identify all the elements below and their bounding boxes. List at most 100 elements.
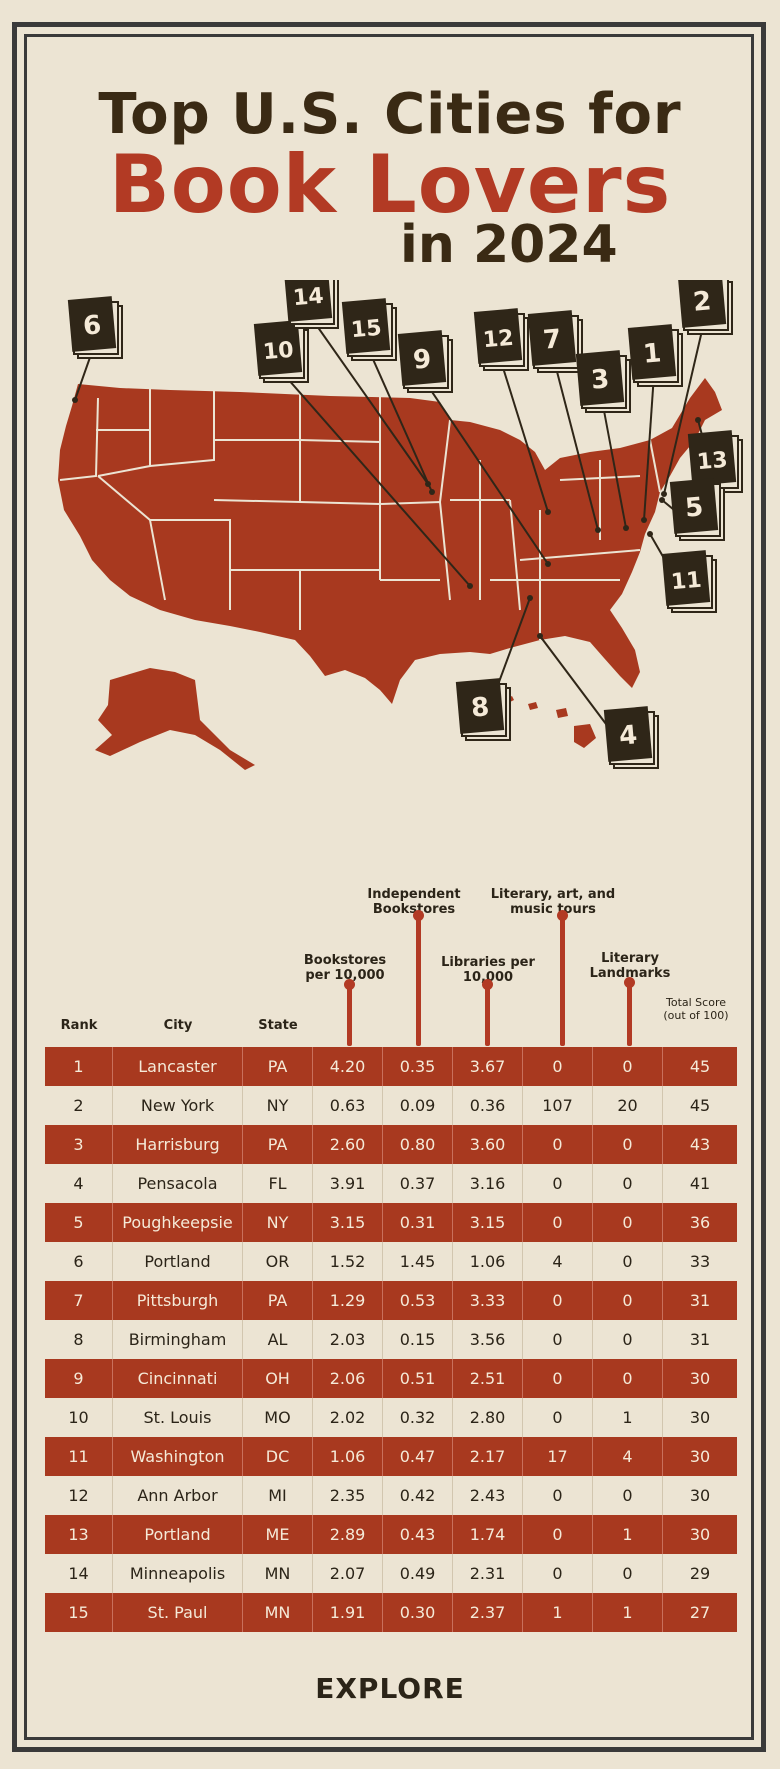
cell-bookstores: 4.20 (313, 1047, 383, 1086)
city-dot (72, 397, 78, 403)
city-dot (661, 491, 667, 497)
header-landmarks: Literary Landmarks (589, 951, 671, 981)
city-dot (537, 633, 543, 639)
city-marker: 14 (283, 280, 431, 487)
contiguous-us-shape (58, 378, 722, 704)
cell-city: Poughkeepsie (113, 1203, 243, 1242)
cell-rank: 8 (45, 1320, 113, 1359)
cell-libraries: 2.43 (453, 1476, 523, 1515)
cell-tours: 0 (523, 1476, 593, 1515)
table-row: 6 Portland OR 1.52 1.45 1.06 4 0 33 (45, 1242, 737, 1281)
explore-logo: EXPLORE (315, 1672, 465, 1705)
book-rank-label: 1 (642, 338, 663, 369)
cell-state: DC (243, 1437, 313, 1476)
cell-total: 30 (689, 1447, 711, 1466)
cell-tours: 0 (523, 1554, 593, 1593)
cell-bookstores: 2.35 (313, 1476, 383, 1515)
cell-independent: 0.09 (383, 1086, 453, 1125)
book-icon (341, 298, 391, 354)
city-marker: 5 (659, 478, 725, 541)
cell-bookstores: 3.91 (313, 1164, 383, 1203)
cell-independent: 0.37 (383, 1164, 453, 1203)
title-line-3: in 2024 (400, 215, 618, 275)
cell-bookstores: 1.29 (313, 1281, 383, 1320)
cell-rank: 14 (45, 1554, 113, 1593)
cell-tours: 0 (523, 1047, 593, 1086)
book-icon (661, 550, 711, 606)
cell-city: Portland (113, 1242, 243, 1281)
book-icon (397, 330, 447, 386)
cell-libraries: 3.33 (453, 1281, 523, 1320)
pole-knob (482, 979, 493, 990)
cell-tours: 17 (523, 1437, 593, 1476)
city-dot (659, 497, 665, 503)
book-icon (67, 296, 117, 352)
cell-rank: 4 (45, 1164, 113, 1203)
book-icon (669, 478, 719, 534)
cell-independent: 0.51 (383, 1359, 453, 1398)
cell-state: PA (243, 1281, 313, 1320)
cell-total: 45 (689, 1096, 711, 1115)
leader-line (279, 369, 471, 587)
cell-independent: 1.45 (383, 1242, 453, 1281)
cell-landmarks: 0 (593, 1164, 663, 1203)
cell-total: 45 (689, 1057, 711, 1076)
header-state: State (258, 1018, 298, 1033)
table-row: 13 Portland ME 2.89 0.43 1.74 0 1 30 (45, 1515, 737, 1554)
book-icon (677, 280, 727, 328)
leader-line (553, 359, 599, 531)
cell-tours: 0 (523, 1515, 593, 1554)
cell-independent: 0.80 (383, 1125, 453, 1164)
city-marker: 6 (67, 296, 123, 403)
cell-total: 30 (689, 1408, 711, 1427)
cell-total: 41 (689, 1174, 711, 1193)
pole-independent (413, 910, 424, 1046)
book-icon (455, 678, 505, 734)
cell-independent: 0.53 (383, 1281, 453, 1320)
leader-line (643, 373, 655, 521)
cell-bookstores: 2.89 (313, 1515, 383, 1554)
cell-rank: 3 (45, 1125, 113, 1164)
book-rank-label: 6 (82, 310, 103, 341)
cell-rank: 7 (45, 1281, 113, 1320)
cell-tours: 4 (523, 1242, 593, 1281)
cell-city: Pensacola (113, 1164, 243, 1203)
table-row: 10 St. Louis MO 2.02 0.32 2.80 0 1 30 (45, 1398, 737, 1437)
cell-libraries: 3.16 (453, 1164, 523, 1203)
book-rank-label: 15 (350, 316, 383, 344)
city-dot (695, 417, 701, 423)
cell-bookstores: 2.07 (313, 1554, 383, 1593)
pole-landmarks (624, 977, 635, 1046)
cell-independent: 0.30 (383, 1593, 453, 1632)
city-dot (647, 531, 653, 537)
book-rank-label: 11 (670, 568, 703, 596)
state-borders (59, 388, 661, 640)
cell-total: 30 (689, 1369, 711, 1388)
cell-landmarks: 1 (593, 1398, 663, 1437)
cell-landmarks: 0 (593, 1320, 663, 1359)
pole-knob (344, 979, 355, 990)
cell-state: OH (243, 1359, 313, 1398)
cell-libraries: 3.15 (453, 1203, 523, 1242)
cell-libraries: 3.60 (453, 1125, 523, 1164)
cell-libraries: 2.80 (453, 1398, 523, 1437)
cell-city: Lancaster (113, 1047, 243, 1086)
book-rank-label: 10 (262, 338, 295, 366)
book-icon (603, 706, 653, 762)
cell-city: New York (113, 1086, 243, 1125)
book-rank-label: 3 (590, 364, 611, 395)
cell-total: 33 (689, 1252, 711, 1271)
cell-libraries: 1.06 (453, 1242, 523, 1281)
cell-rank: 1 (45, 1047, 113, 1086)
cell-libraries: 1.74 (453, 1515, 523, 1554)
cell-total: 43 (689, 1135, 711, 1154)
cell-total: 29 (689, 1564, 711, 1583)
cell-independent: 0.15 (383, 1320, 453, 1359)
cell-rank: 5 (45, 1203, 113, 1242)
cell-city: Ann Arbor (113, 1476, 243, 1515)
cell-libraries: 2.31 (453, 1554, 523, 1593)
cell-landmarks: 0 (593, 1125, 663, 1164)
cell-bookstores: 2.06 (313, 1359, 383, 1398)
